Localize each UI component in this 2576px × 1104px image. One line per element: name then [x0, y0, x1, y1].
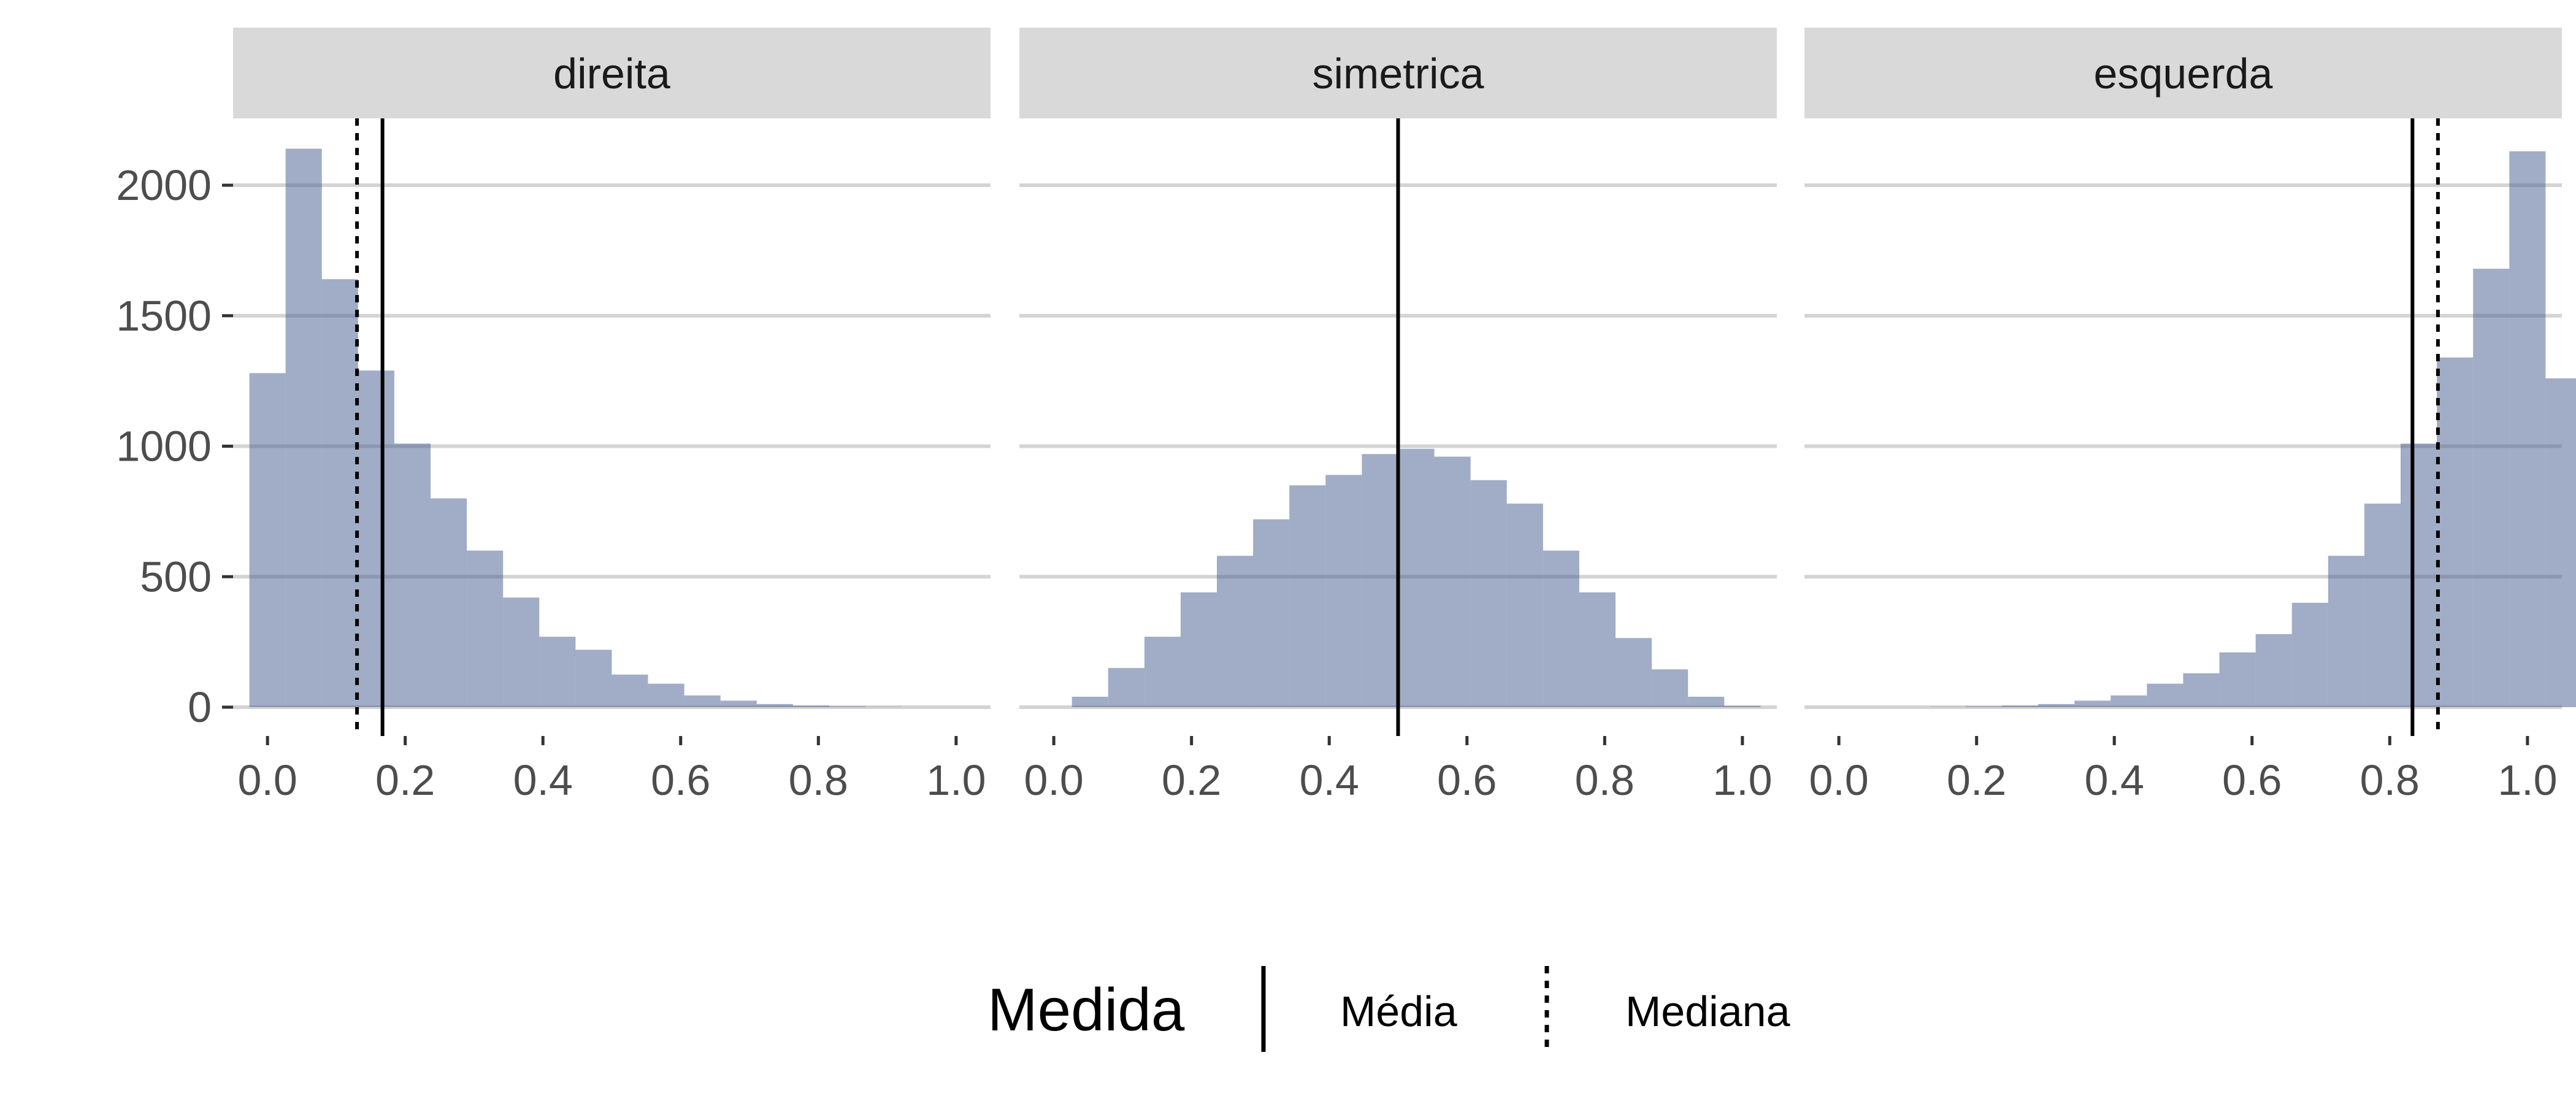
y-tick-label: 2000	[116, 161, 212, 209]
histogram-bar	[431, 498, 467, 707]
x-tick-label: 0.8	[789, 756, 848, 804]
histogram-bar	[2147, 683, 2183, 707]
x-tick-label: 0.6	[1437, 756, 1497, 804]
histogram-bar	[2074, 700, 2111, 707]
histogram-bar	[1724, 705, 1761, 707]
histogram-bar	[2401, 443, 2437, 707]
histogram-bar	[756, 703, 793, 707]
histogram-bar	[1217, 556, 1254, 707]
x-tick-label: 0.2	[1947, 756, 2006, 804]
facet-strip	[233, 28, 991, 118]
x-tick-label: 0.6	[2222, 756, 2282, 804]
histogram-bar	[611, 674, 648, 707]
facet-strip	[1804, 28, 2562, 118]
histogram-bar	[285, 148, 322, 707]
facet-panel-simetrica: simetrica 0.0 0.2 0.4 0.6 0.8 1.0	[1019, 28, 1777, 804]
histogram-bar	[575, 650, 612, 707]
x-tick-label: 1.0	[2497, 756, 2557, 804]
histogram-bar	[2110, 695, 2147, 707]
histogram-bar	[1579, 592, 1616, 707]
histogram-bar	[1543, 550, 1579, 707]
histogram-bar	[2473, 269, 2510, 707]
histogram-bar	[394, 443, 431, 707]
legend-label: Média	[1340, 987, 1457, 1035]
legend-entries: Média Mediana	[1261, 966, 1790, 1052]
facet-strip	[1019, 28, 1777, 118]
histogram-bar	[2328, 556, 2364, 707]
histogram-bar	[1506, 504, 1543, 707]
x-tick-label: 0.4	[2085, 756, 2144, 804]
histogram-bar	[684, 695, 721, 707]
x-tick-label: 0.4	[513, 756, 573, 804]
x-tick-label: 0.0	[1809, 756, 1868, 804]
histogram-bar	[1071, 696, 1108, 707]
histogram-bar	[1434, 456, 1471, 707]
histogram-bar	[1289, 485, 1326, 707]
histogram-bar	[720, 700, 757, 707]
histogram-bar	[2183, 673, 2220, 707]
histogram-bar	[2545, 378, 2576, 707]
histogram-bar	[2255, 634, 2292, 707]
histogram-bar	[2437, 357, 2474, 707]
x-tick-label: 0.0	[237, 756, 297, 804]
histogram-bar	[1652, 669, 1689, 707]
histogram-bar	[358, 370, 394, 707]
histogram-bar	[2364, 504, 2401, 707]
facet-strip-label: esquerda	[2094, 50, 2273, 98]
histogram-bar	[2219, 652, 2256, 707]
histogram-bar	[503, 597, 540, 707]
facet-strip-label: simetrica	[1312, 50, 1484, 98]
histogram-bar	[1108, 668, 1144, 707]
legend: Medida Média Mediana	[987, 966, 1790, 1052]
histogram-bar	[249, 373, 286, 707]
histogram-bar	[2038, 703, 2075, 707]
histogram-bar	[467, 550, 504, 707]
y-axis: 0 500 1000 1500 2000	[116, 161, 233, 731]
histogram-bar	[2291, 602, 2328, 707]
x-tick-label: 0.0	[1024, 756, 1083, 804]
histogram-bar	[1325, 475, 1362, 707]
x-tick-label: 0.8	[2360, 756, 2420, 804]
y-tick-label: 1500	[116, 292, 212, 340]
x-tick-label: 1.0	[926, 756, 986, 804]
histogram-bar	[792, 705, 830, 707]
histogram-bar	[1180, 592, 1217, 707]
histogram-bar	[1398, 448, 1435, 707]
facet-strip-label: direita	[553, 50, 670, 98]
histogram-bar	[648, 683, 684, 707]
legend-title: Medida	[987, 976, 1185, 1043]
x-tick-label: 0.6	[651, 756, 710, 804]
facet-panel-direita: direita 0.0 0.2 0.4 0.6 0.8 1.0	[233, 28, 991, 804]
x-tick-label: 1.0	[1712, 756, 1772, 804]
histogram-bar	[2002, 705, 2039, 707]
y-tick-label: 500	[140, 553, 212, 600]
x-tick-label: 0.2	[375, 756, 435, 804]
x-tick-label: 0.8	[1575, 756, 1635, 804]
facet-panels: direita 0.0 0.2 0.4 0.6 0.8 1.0 simetrica 0.0 0.2…	[116, 28, 2576, 804]
facet-panel-esquerda: esquerda 0.0 0.2 0.4 0.6 0.8 1.0	[1804, 28, 2576, 804]
histogram-bar	[2509, 151, 2546, 707]
histogram-bar	[1144, 637, 1181, 707]
legend-label: Mediana	[1625, 987, 1790, 1035]
histogram-bar	[1688, 696, 1725, 707]
histogram-bar	[321, 279, 358, 707]
y-tick-label: 1000	[116, 423, 212, 470]
histogram-bar	[1253, 519, 1290, 707]
histogram-bar	[539, 637, 576, 707]
histogram-bar	[1616, 638, 1652, 707]
histogram-bar	[1470, 480, 1507, 707]
x-tick-label: 0.4	[1300, 756, 1359, 804]
x-tick-label: 0.2	[1162, 756, 1221, 804]
y-tick-label: 0	[188, 683, 212, 731]
histogram-bar	[1362, 454, 1398, 707]
